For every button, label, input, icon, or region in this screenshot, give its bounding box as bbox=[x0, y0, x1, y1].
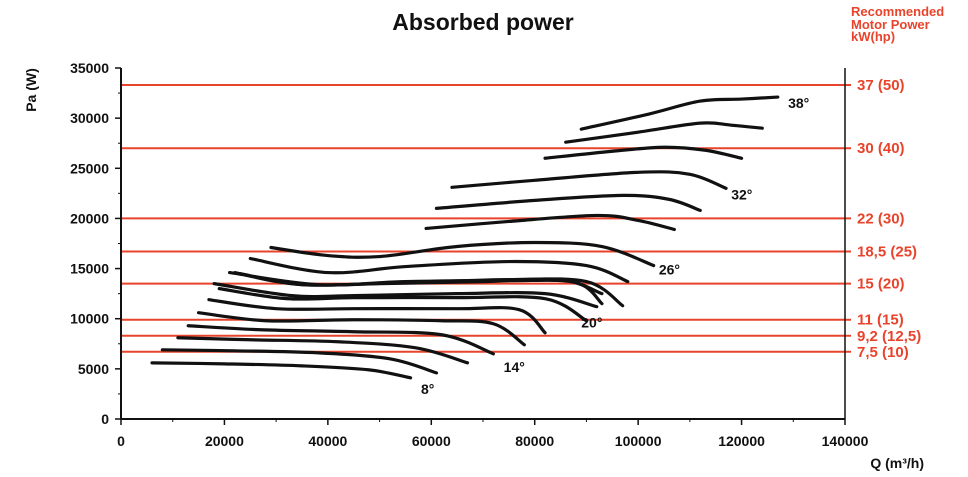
power-curve bbox=[207, 298, 547, 335]
curve-angle-label: 32° bbox=[731, 186, 752, 202]
power-curve bbox=[186, 324, 495, 356]
y-tick-label: 30000 bbox=[70, 110, 109, 126]
power-curve bbox=[176, 336, 470, 365]
power-curve bbox=[196, 311, 526, 347]
motor-power-label: 15 (20) bbox=[857, 276, 905, 293]
curve-angle-label: 38° bbox=[788, 95, 809, 111]
power-curve bbox=[434, 193, 702, 213]
x-tick-label: 60000 bbox=[412, 433, 451, 449]
y-tick-label: 25000 bbox=[70, 160, 109, 176]
motor-power-label: 30 (40) bbox=[857, 140, 905, 157]
y-tick-label: 20000 bbox=[70, 210, 109, 226]
chart-title: Absorbed power bbox=[392, 9, 574, 35]
power-curve bbox=[269, 240, 656, 268]
power-curve bbox=[450, 170, 728, 190]
power-curve bbox=[248, 256, 630, 284]
curve-angle-label: 20° bbox=[581, 315, 602, 331]
power-curve bbox=[212, 282, 599, 309]
power-curve bbox=[424, 213, 676, 232]
x-tick-label: 120000 bbox=[718, 433, 765, 449]
motor-power-label: 18,5 (25) bbox=[857, 244, 917, 261]
curve-angle-labels: 8° 14° 20° 26° 32° 38° bbox=[421, 95, 809, 397]
x-tick-label: 40000 bbox=[308, 433, 347, 449]
y-tick-label: 15000 bbox=[70, 261, 109, 277]
x-tick-label: 20000 bbox=[205, 433, 244, 449]
axes: 0 5000 10000 15000 20000 25000 30000 35000 0 2000… bbox=[70, 60, 869, 449]
power-curve bbox=[543, 145, 744, 160]
x-tick-label: 100000 bbox=[615, 433, 662, 449]
motor-power-title: Recommended Motor Power kW(hp) bbox=[851, 4, 945, 44]
power-curve bbox=[160, 348, 439, 375]
y-tick-label: 5000 bbox=[78, 361, 109, 377]
power-curve bbox=[233, 270, 625, 308]
motor-power-label: 9,2 (12,5) bbox=[857, 328, 921, 345]
power-curve bbox=[564, 121, 764, 144]
y-tick-label: 10000 bbox=[70, 311, 109, 327]
y-tick-label: 35000 bbox=[70, 60, 109, 76]
power-curve bbox=[579, 95, 780, 131]
motor-power-label: 11 (15) bbox=[857, 312, 904, 329]
curve-angle-label: 14° bbox=[504, 359, 525, 375]
motor-power-label: 37 (50) bbox=[857, 77, 905, 94]
y-tick-label: 0 bbox=[101, 411, 109, 427]
motor-power-label: 22 (30) bbox=[857, 210, 905, 227]
curve-angle-label: 8° bbox=[421, 381, 434, 397]
y-axis-label: Pa (W) bbox=[23, 68, 39, 112]
curve-angle-label: 26° bbox=[659, 262, 680, 278]
x-axis-label: Q (m³/h) bbox=[870, 455, 924, 471]
power-curve bbox=[150, 361, 413, 380]
power-curves bbox=[150, 95, 780, 380]
x-tick-label: 140000 bbox=[822, 433, 869, 449]
x-tick-label: 0 bbox=[117, 433, 125, 449]
power-curve bbox=[217, 287, 589, 323]
motor-power-label: 7,5 (10) bbox=[857, 344, 909, 361]
x-tick-label: 80000 bbox=[515, 433, 554, 449]
